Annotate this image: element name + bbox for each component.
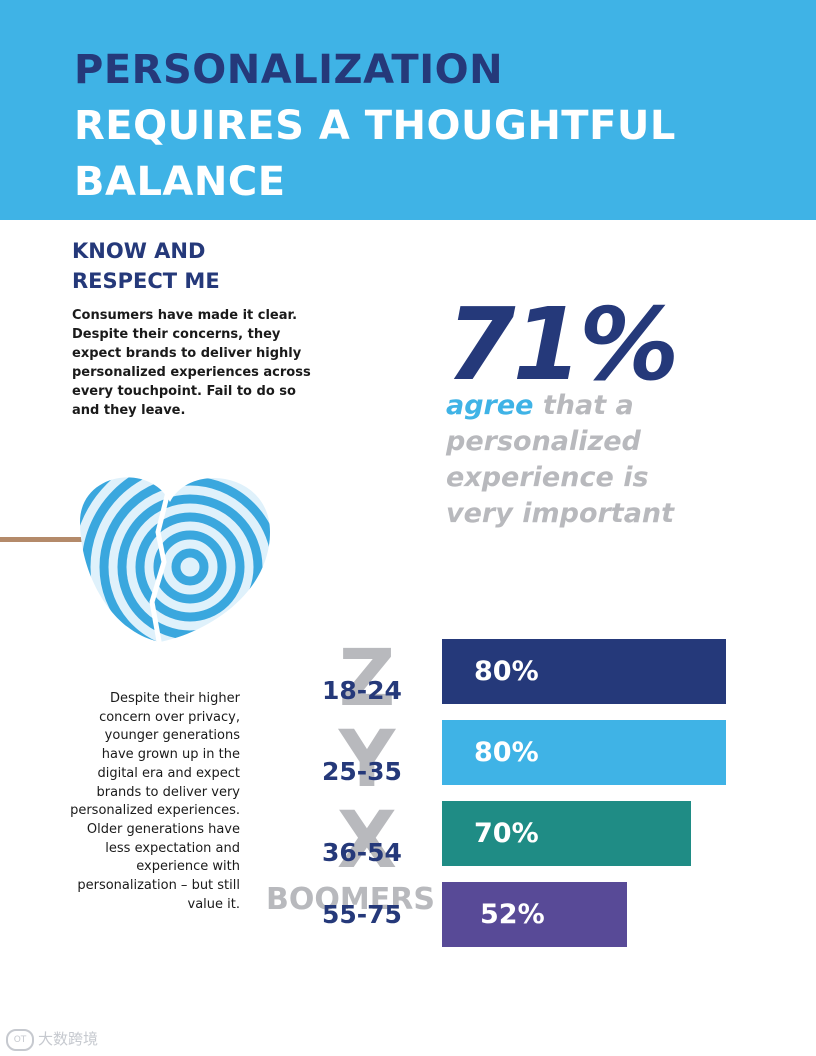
bar: 52% [442,882,627,947]
bar-value-label: 52% [480,899,545,930]
bar-value-label: 80% [474,656,539,687]
watermark-text: 大数跨境 [38,1030,99,1048]
generation-description: Despite their higher concern over privac… [70,691,240,912]
page-title: PERSONALIZATION REQUIRES A THOUGHTFUL BA… [74,42,676,210]
age-range-label: 36-54 [322,838,402,867]
bar: 70% [442,801,691,866]
bar: 80% [442,720,726,785]
stat-caption-rest: that a personalized experience is very i… [446,390,675,529]
title-line-2: REQUIRES A THOUGHTFUL [74,103,676,149]
lollipop-candy [80,477,270,642]
title-line-3: BALANCE [74,159,286,205]
header-banner: PERSONALIZATION REQUIRES A THOUGHTFUL BA… [0,0,816,220]
bar: 80% [442,639,726,704]
lollipop-image [0,477,270,648]
section-heading-line-2: RESPECT ME [72,269,220,293]
age-range-label: 55-75 [322,900,402,929]
watermark-logo: OT [6,1028,34,1051]
age-range-label: 18-24 [322,676,402,705]
generation-label: X [336,796,398,886]
bar-value-label: 80% [474,737,539,768]
age-range-label: 25-35 [322,757,402,786]
watermark: OT 大数跨境 [6,1028,98,1051]
big-stat-value: 71% [446,286,679,403]
title-line-1: PERSONALIZATION [74,47,504,93]
lollipop-stick [0,537,95,542]
candy-crack [149,491,171,648]
generation-label: Z [338,634,396,724]
bar-value-label: 70% [474,818,539,849]
generation-label: BOOMERS [266,882,435,917]
stat-caption-accent: agree [446,390,534,421]
section-heading-line-1: KNOW AND [72,239,206,263]
generation-label: Y [338,715,396,805]
section-heading: KNOW AND RESPECT ME [72,236,220,296]
stat-caption: agree that a personalized experience is … [446,388,706,532]
intro-paragraph: Consumers have made it clear. Despite th… [72,308,311,418]
